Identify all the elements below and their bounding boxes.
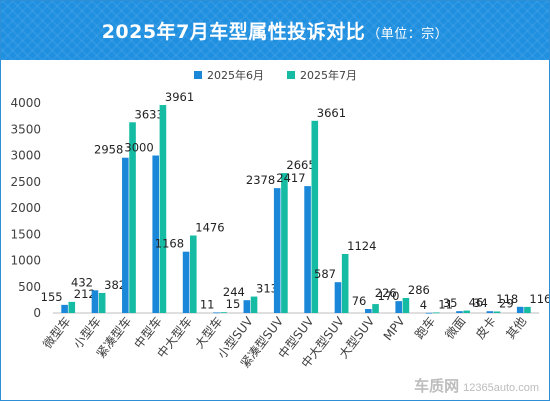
watermark-url: 12365auto.com bbox=[463, 382, 539, 394]
bar bbox=[91, 290, 99, 313]
y-tick-label: 3000 bbox=[10, 149, 41, 163]
bar bbox=[341, 253, 349, 313]
data-label: 15 bbox=[226, 297, 241, 311]
data-label: 3633 bbox=[135, 107, 164, 121]
data-label: 29 bbox=[499, 296, 514, 310]
bar bbox=[213, 312, 220, 314]
data-label: 46 bbox=[469, 296, 484, 310]
data-label: 4 bbox=[420, 298, 427, 312]
data-label: 2378 bbox=[246, 173, 275, 187]
bar bbox=[456, 311, 463, 313]
bar bbox=[524, 306, 531, 313]
bar bbox=[189, 235, 197, 313]
data-label: 3961 bbox=[165, 90, 194, 104]
x-tick-label: MPV bbox=[381, 314, 408, 344]
data-label: 2417 bbox=[276, 171, 305, 185]
bar bbox=[243, 300, 251, 313]
data-label: 286 bbox=[408, 283, 430, 297]
data-label: 587 bbox=[314, 267, 336, 281]
data-label: 34 bbox=[473, 296, 488, 310]
data-label: 11 bbox=[438, 297, 453, 311]
x-tick-label: 跑车 bbox=[411, 314, 438, 342]
data-label: 170 bbox=[378, 289, 400, 303]
data-label: 76 bbox=[352, 294, 367, 308]
x-tick-label: 微型车 bbox=[40, 314, 74, 352]
bar bbox=[365, 309, 372, 313]
bar bbox=[493, 311, 501, 313]
chart-subtitle: （单位：宗） bbox=[367, 27, 449, 42]
data-label: 116 bbox=[529, 292, 549, 306]
bar bbox=[220, 312, 227, 314]
bar bbox=[159, 105, 167, 313]
data-label: 1168 bbox=[155, 237, 184, 251]
bar bbox=[402, 297, 410, 313]
bar bbox=[68, 301, 76, 313]
bar bbox=[250, 296, 258, 313]
data-label: 155 bbox=[41, 290, 63, 304]
data-label: 2958 bbox=[94, 143, 123, 157]
y-tick-label: 4000 bbox=[10, 96, 41, 110]
data-label: 313 bbox=[256, 282, 278, 296]
data-label: 35 bbox=[443, 296, 458, 310]
x-tick-label: 微面 bbox=[443, 314, 469, 342]
bar bbox=[182, 251, 190, 313]
x-tick-label: 皮卡 bbox=[473, 314, 499, 342]
bar bbox=[311, 120, 319, 313]
bar bbox=[432, 312, 440, 314]
bar bbox=[129, 122, 136, 313]
watermark: 车质网 12365auto.com bbox=[414, 375, 539, 396]
bar bbox=[334, 282, 342, 313]
legend-label: 2025年7月 bbox=[300, 68, 357, 82]
legend-swatch bbox=[194, 71, 202, 79]
data-label: 11 bbox=[200, 297, 215, 311]
data-label: 3000 bbox=[124, 141, 153, 155]
data-label: 1476 bbox=[195, 221, 224, 235]
bar bbox=[122, 157, 129, 313]
y-tick-label: 3500 bbox=[10, 122, 41, 136]
bar bbox=[463, 310, 470, 313]
bar bbox=[486, 311, 494, 313]
bar bbox=[395, 301, 403, 313]
y-tick-label: 1000 bbox=[10, 254, 41, 268]
bar bbox=[273, 188, 281, 313]
y-tick-label: 2000 bbox=[10, 201, 41, 215]
bar bbox=[61, 304, 68, 313]
bar bbox=[516, 306, 524, 313]
legend-swatch bbox=[287, 71, 295, 79]
data-label: 212 bbox=[74, 287, 96, 301]
bar bbox=[304, 186, 311, 313]
title-banner: 2025年7月车型属性投诉对比 （单位：宗） bbox=[1, 1, 549, 60]
bar bbox=[372, 304, 379, 313]
legend-label: 2025年6月 bbox=[207, 68, 264, 82]
data-label: 226 bbox=[375, 286, 397, 300]
data-label: 244 bbox=[223, 285, 245, 299]
bar bbox=[152, 155, 160, 313]
data-label: 1124 bbox=[347, 239, 376, 253]
x-tick-label: 其他 bbox=[503, 314, 529, 342]
data-label: 382 bbox=[104, 278, 126, 292]
bar bbox=[281, 173, 288, 313]
data-label: 118 bbox=[496, 292, 518, 306]
y-tick-label: 2500 bbox=[10, 175, 41, 189]
y-tick-label: 0 bbox=[33, 306, 41, 320]
data-label: 2665 bbox=[286, 158, 315, 172]
data-label: 432 bbox=[71, 275, 93, 289]
data-label: 3661 bbox=[317, 106, 346, 120]
watermark-brand: 车质网 bbox=[414, 377, 460, 395]
y-tick-label: 1500 bbox=[10, 227, 41, 241]
y-tick-label: 500 bbox=[18, 280, 41, 294]
bar bbox=[98, 292, 106, 313]
chart-title: 2025年7月车型属性投诉对比 （单位：宗） bbox=[101, 21, 449, 43]
bar bbox=[425, 312, 433, 314]
